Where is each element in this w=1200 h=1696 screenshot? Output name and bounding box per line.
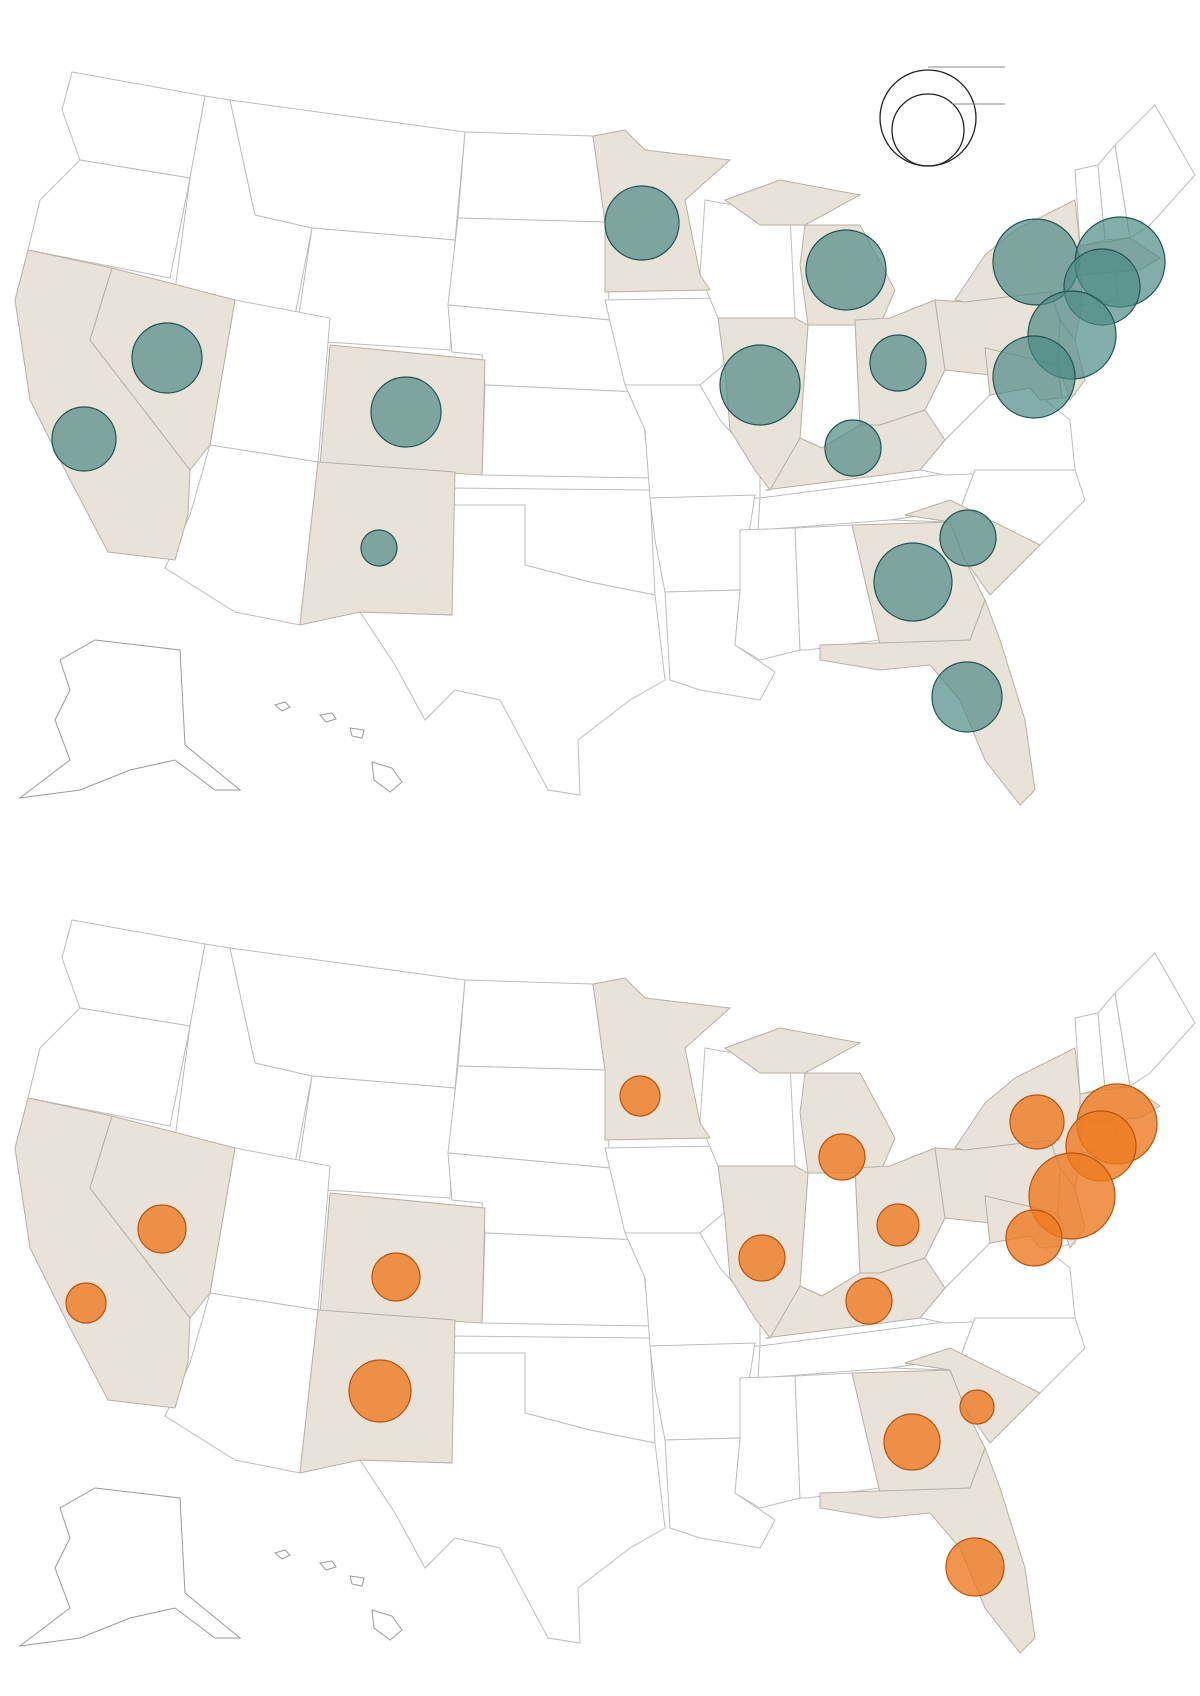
state-ND xyxy=(457,131,606,223)
state-MS xyxy=(734,527,801,661)
bubble-mn xyxy=(604,185,680,261)
bottom-map-panel xyxy=(0,848,1200,1696)
state-IN xyxy=(799,1167,861,1297)
bubble-md xyxy=(992,335,1076,419)
state-AR xyxy=(649,1342,756,1441)
bubble-co xyxy=(370,376,442,448)
state-KS xyxy=(481,384,651,479)
state-IA xyxy=(604,1145,731,1234)
bubble-ca xyxy=(65,1282,107,1324)
bubble-ny xyxy=(1009,1094,1065,1150)
state-OR xyxy=(27,1007,191,1127)
bubble-il xyxy=(719,344,801,426)
state-shapes xyxy=(14,71,1196,806)
state-MS xyxy=(734,1375,801,1509)
bubble-ky xyxy=(824,419,882,477)
state-KS xyxy=(481,1232,651,1327)
bubble-nv xyxy=(137,1204,187,1254)
state-FL xyxy=(819,598,1036,806)
state-HI-2 xyxy=(319,1560,337,1571)
bubble-ca xyxy=(51,406,117,472)
bubble-mn xyxy=(619,1075,661,1117)
state-ND xyxy=(457,979,606,1071)
state-TX xyxy=(359,504,666,796)
legend-circle-small xyxy=(891,93,965,167)
state-TX xyxy=(359,1352,666,1644)
state-MO xyxy=(624,1232,761,1347)
bubble-oh xyxy=(869,334,927,392)
state-ME xyxy=(1114,952,1196,1087)
bubble-oh xyxy=(876,1203,920,1247)
bubble-il xyxy=(738,1234,786,1282)
state-FL xyxy=(819,1446,1036,1654)
bubble-mi xyxy=(818,1133,866,1181)
bubble-ga xyxy=(873,542,953,622)
state-MO xyxy=(624,384,761,499)
state-HI-4 xyxy=(371,1609,403,1641)
legend xyxy=(879,66,1005,167)
top-us-map xyxy=(14,66,1196,806)
state-SD xyxy=(447,217,611,321)
bottom-us-map xyxy=(14,919,1196,1654)
bubble-mi xyxy=(805,229,887,311)
state-HI-1 xyxy=(273,701,291,712)
bottom-bubbles xyxy=(65,1075,1158,1597)
top-bubbles xyxy=(51,185,1166,733)
state-shapes xyxy=(14,919,1196,1654)
bubble-fl xyxy=(945,1537,1005,1597)
state-HI-3 xyxy=(349,727,365,739)
state-HI-3 xyxy=(349,1575,365,1587)
state-WY xyxy=(294,1075,456,1199)
bubble-md xyxy=(1005,1209,1063,1267)
state-HI-2 xyxy=(319,712,337,723)
bubble-nv xyxy=(131,322,203,394)
state-AK xyxy=(18,639,242,799)
alaska-hawaii xyxy=(18,1487,403,1647)
state-SD xyxy=(447,1065,611,1169)
top-map-panel xyxy=(14,66,1196,806)
bubble-nm xyxy=(348,1359,412,1423)
bubble-co xyxy=(371,1252,421,1302)
bubble-sc xyxy=(939,509,997,567)
bubble-ga xyxy=(883,1413,941,1471)
state-IA xyxy=(604,297,731,386)
bubble-sc xyxy=(959,1389,995,1425)
state-AR xyxy=(649,494,756,593)
state-HI-1 xyxy=(273,1549,291,1560)
alaska-hawaii xyxy=(18,639,403,799)
bubble-fl xyxy=(931,661,1003,733)
bubble-nm xyxy=(360,529,398,567)
state-AK xyxy=(18,1487,242,1647)
state-WY xyxy=(294,227,456,351)
bubble-ky xyxy=(845,1277,893,1325)
state-OR xyxy=(27,159,191,279)
state-HI-4 xyxy=(371,761,403,793)
